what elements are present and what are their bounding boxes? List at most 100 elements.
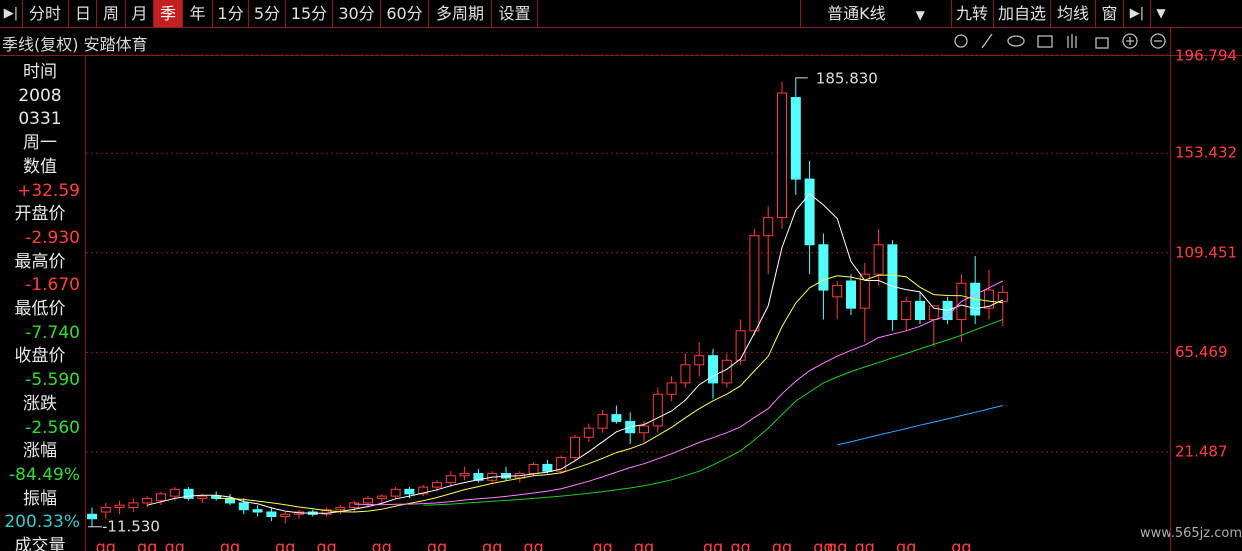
candle-body xyxy=(735,330,746,361)
period-button[interactable]: 日 xyxy=(70,0,97,27)
candle-body xyxy=(639,425,649,434)
expand-button[interactable]: ▶| xyxy=(1124,0,1151,27)
x-tick-label: qq xyxy=(827,538,847,551)
period-button[interactable]: 5分 xyxy=(249,0,286,27)
candle-body xyxy=(404,488,415,495)
candle-body xyxy=(390,488,401,497)
candle-body xyxy=(169,488,180,497)
candle-body xyxy=(901,300,912,320)
period-button[interactable]: 分时 xyxy=(22,0,69,27)
candle-body xyxy=(266,511,277,518)
candle-body xyxy=(887,244,898,320)
x-tick-label: qq xyxy=(855,538,875,551)
candle-body xyxy=(915,300,925,320)
box-icon[interactable] xyxy=(1037,35,1053,48)
x-tick-label: qq xyxy=(896,538,916,551)
eye-icon[interactable] xyxy=(1007,35,1025,47)
info-value: 2008 xyxy=(18,85,62,106)
candle-body xyxy=(445,475,456,484)
tool-button[interactable]: 窗 xyxy=(1096,0,1124,27)
candle-body xyxy=(432,482,442,488)
chart-tools xyxy=(954,33,1166,49)
candle-body xyxy=(832,285,843,298)
tool-button[interactable]: 九转 xyxy=(951,0,994,27)
candle-body xyxy=(859,273,870,309)
x-tick-label: qq xyxy=(316,538,336,551)
draw-icon[interactable] xyxy=(981,33,993,49)
info-value: -2.930 xyxy=(25,227,80,248)
candle-body xyxy=(156,493,166,502)
period-button[interactable]: 年 xyxy=(183,0,213,27)
x-tick-label: qq xyxy=(703,538,723,551)
period-button[interactable]: 设置 xyxy=(492,0,538,27)
info-label: 收盘价 xyxy=(14,346,66,367)
x-tick-label: qq xyxy=(634,538,654,551)
candle-body xyxy=(721,359,732,384)
y-tick-label: 21.487 xyxy=(1175,442,1228,460)
low-label: -11.530 xyxy=(102,517,160,535)
period-button[interactable]: 季 xyxy=(154,0,183,27)
x-tick-label: qq xyxy=(275,538,295,551)
candle-body xyxy=(749,235,760,332)
info-value: -7.740 xyxy=(25,322,80,343)
period-button[interactable]: 15分 xyxy=(286,0,333,27)
zoom-in-icon[interactable] xyxy=(1122,33,1138,49)
info-label: 涨幅 xyxy=(23,441,57,462)
settings-icon[interactable] xyxy=(954,34,968,48)
x-tick-label: qq xyxy=(730,538,750,551)
y-tick-label: 153.432 xyxy=(1175,144,1237,162)
info-label: 数值 xyxy=(23,156,57,177)
candle-body xyxy=(666,382,677,395)
period-button[interactable]: 月 xyxy=(126,0,154,27)
candle-body xyxy=(708,355,718,384)
info-label: 涨跌 xyxy=(23,393,57,414)
candle-body xyxy=(321,509,332,515)
y-tick-label: 196.794 xyxy=(1175,47,1237,65)
menu-button[interactable]: ▼ xyxy=(1156,6,1166,20)
candle-body xyxy=(597,414,608,429)
candle-body xyxy=(459,472,470,477)
candle-body xyxy=(777,92,787,219)
candle-body xyxy=(818,244,829,291)
candle-body xyxy=(238,502,249,511)
candle-body xyxy=(335,506,346,511)
info-label: 振幅 xyxy=(23,488,57,509)
candle-body xyxy=(376,495,387,499)
period-button[interactable]: 多周期 xyxy=(429,0,492,27)
moving-average-line xyxy=(147,193,1004,514)
candle-body xyxy=(694,355,705,366)
period-button[interactable]: 30分 xyxy=(333,0,381,27)
kline-type: 普通K线 xyxy=(827,4,886,23)
period-button[interactable]: 1分 xyxy=(213,0,249,27)
x-tick-label: qq xyxy=(813,538,833,551)
candle-body xyxy=(528,463,539,474)
candle-body xyxy=(583,427,594,438)
lock-icon[interactable] xyxy=(1095,37,1109,49)
info-value: -5.590 xyxy=(25,370,80,391)
x-tick-label: qq xyxy=(96,538,116,551)
high-label: 185.830 xyxy=(816,69,878,87)
info-value: -2.560 xyxy=(25,417,80,438)
tool-button[interactable]: 加自选 xyxy=(994,0,1051,27)
watermark: www.565jz.com xyxy=(1140,526,1242,541)
tool-button[interactable]: 均线 xyxy=(1051,0,1096,27)
info-label: 最高价 xyxy=(14,251,66,272)
hand-icon[interactable] xyxy=(1067,34,1077,48)
zoom-in-plus xyxy=(1126,37,1134,45)
x-tick-label: qq xyxy=(523,538,543,551)
x-tick-label: qq xyxy=(165,538,185,551)
moving-average-line xyxy=(423,319,1003,506)
candle-body xyxy=(556,457,567,472)
candle-body xyxy=(846,280,856,309)
collapse-button[interactable]: ▶| xyxy=(0,0,23,27)
high-marker xyxy=(795,77,808,80)
zoom-out-icon[interactable] xyxy=(1150,33,1166,49)
candle-body xyxy=(997,291,1008,302)
period-button[interactable]: 周 xyxy=(97,0,126,27)
candle-body xyxy=(114,504,125,508)
info-value: 200.33% xyxy=(4,512,80,533)
candle-body xyxy=(183,488,194,499)
period-button[interactable]: 60分 xyxy=(381,0,429,27)
kline-type-select[interactable]: 普通K线 ▼ xyxy=(800,0,952,27)
